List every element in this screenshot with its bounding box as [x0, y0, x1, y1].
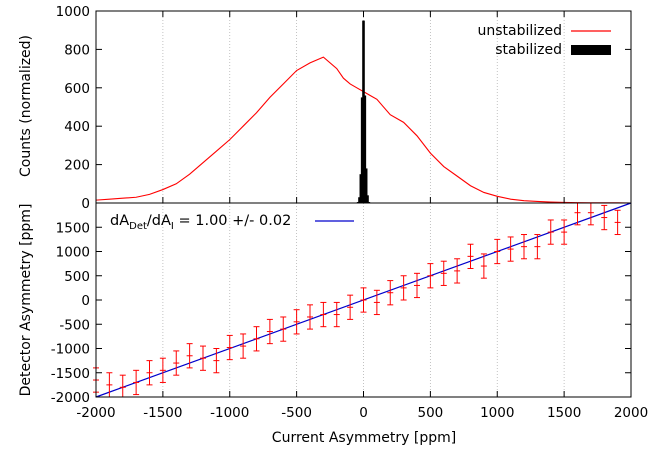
data-point — [601, 204, 608, 231]
data-point — [213, 348, 220, 374]
stabilized-bar — [359, 174, 363, 203]
data-point — [400, 275, 407, 301]
bottom-xtick-label: -500 — [281, 405, 312, 421]
data-point — [280, 316, 287, 342]
data-point — [347, 294, 354, 320]
stabilized-bar — [363, 95, 367, 203]
data-point — [373, 289, 380, 316]
data-point — [200, 345, 206, 371]
stabilized-bar — [366, 195, 369, 203]
fit-label-tail: = 1.00 +/- 0.02 — [174, 213, 291, 229]
unstabilized-histogram — [95, 56, 632, 204]
bottom-ytick-label: 1000 — [56, 245, 90, 261]
data-point — [561, 219, 568, 245]
bottom-scatter — [93, 202, 632, 398]
fit-label-sub1: Det — [129, 221, 147, 232]
axes-frames — [95, 10, 632, 398]
data-point — [106, 372, 113, 397]
top-ytick-label: 600 — [64, 81, 90, 97]
data-point — [186, 343, 193, 369]
data-point — [414, 272, 420, 299]
data-point — [494, 238, 501, 265]
top-ytick-label: 1000 — [56, 4, 90, 20]
bottom-xtick-label: 0 — [359, 405, 368, 421]
bottom-ytick-label: 500 — [64, 269, 90, 285]
data-point — [360, 287, 367, 313]
bottom-ytick-label: -1000 — [51, 342, 90, 358]
bottom-xtick-label: 500 — [417, 405, 443, 421]
bottom-xtick-label: 1000 — [480, 405, 514, 421]
stabilized-bar — [362, 20, 365, 203]
bottom-xlabel: Current Asymmetry [ppm] — [272, 430, 456, 446]
data-point — [521, 234, 527, 260]
data-point — [226, 334, 233, 361]
data-point — [293, 309, 300, 335]
bottom-xtick-label: 1500 — [547, 405, 581, 421]
top-histograms — [95, 20, 632, 204]
data-point — [574, 203, 581, 226]
data-point — [146, 360, 153, 386]
top-ylabel: Counts (normalized) — [18, 35, 34, 177]
data-point — [427, 263, 434, 289]
bottom-ytick-label: -500 — [59, 317, 90, 333]
bottom-xtick-label: -2000 — [76, 405, 115, 421]
data-point — [534, 234, 541, 260]
stabilized-bar — [360, 97, 364, 203]
stabilized-bar — [358, 197, 361, 203]
bottom-ytick-label: -2000 — [51, 390, 90, 406]
bottom-xtick-label: -1500 — [143, 405, 182, 421]
bottom-ytick-label: 1500 — [56, 220, 90, 236]
stabilized-bar — [364, 168, 368, 203]
bottom-xtick-label: -1000 — [210, 405, 249, 421]
data-point — [387, 280, 394, 306]
fit-label: dADet/dAI = 1.00 +/- 0.02 — [110, 213, 291, 232]
bottom-ylabel: Detector Asymmetry [ppm] — [18, 204, 34, 397]
data-point — [240, 333, 247, 359]
legend-label-stabilized: stabilized — [495, 42, 562, 58]
data-point — [320, 301, 327, 328]
data-point — [507, 236, 514, 262]
top-ytick-label: 400 — [64, 119, 90, 135]
data-point — [587, 203, 594, 226]
bottom-xtick-label: 2000 — [614, 405, 648, 421]
data-point — [480, 253, 487, 279]
data-point — [119, 374, 126, 397]
fit-label-mid: /dA — [147, 213, 171, 229]
tick-labels: 0 200 400 600 800 1000 -2000 -1500 -1000 -500 0 500… — [51, 4, 648, 421]
data-point — [440, 260, 447, 286]
top-ytick-label: 0 — [81, 196, 90, 212]
top-ytick-label: 200 — [64, 158, 90, 174]
data-point — [454, 258, 461, 284]
top-legend: unstabilized stabilized — [477, 23, 611, 58]
fit-label-d: dA — [110, 213, 129, 229]
data-point — [333, 301, 340, 328]
data-point — [266, 318, 273, 345]
data-point — [173, 350, 180, 376]
data-point — [159, 357, 166, 383]
legend-label-unstabilized: unstabilized — [477, 23, 562, 39]
legend-swatch-stabilized — [571, 45, 611, 55]
bottom-ytick-label: 0 — [81, 293, 90, 309]
data-point — [253, 326, 260, 352]
data-point — [307, 304, 313, 330]
data-point — [547, 219, 554, 245]
fit-label-sub2: I — [171, 221, 174, 232]
bottom-ytick-label: -1500 — [51, 366, 90, 382]
top-ytick-label: 800 — [64, 42, 90, 58]
data-point — [614, 209, 621, 236]
data-point — [467, 243, 474, 269]
fit-legend: dADet/dAI = 1.00 +/- 0.02 — [110, 213, 354, 232]
data-point — [133, 369, 140, 396]
